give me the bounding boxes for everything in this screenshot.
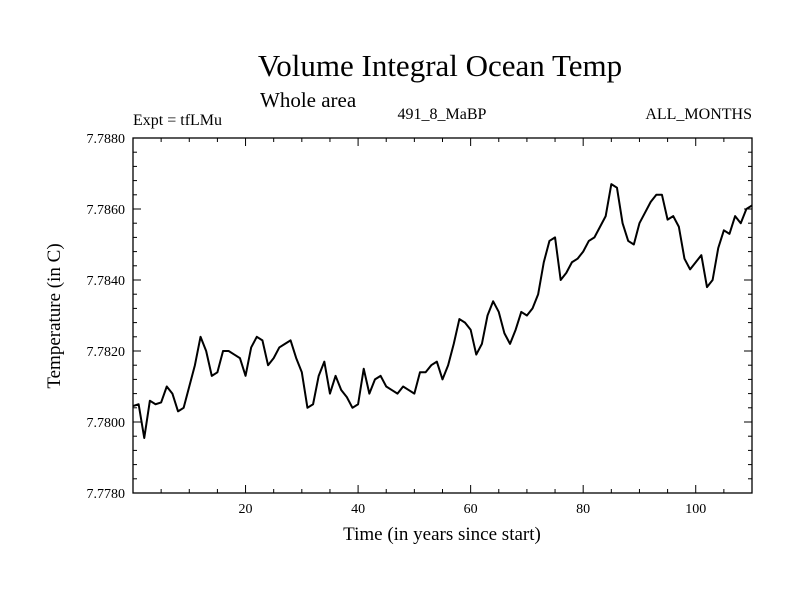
y-axis: 7.7780 7.7800 7.7820 7.7840 7.7860 7.7880 xyxy=(87,132,752,502)
y-axis-label: Temperature (in C) xyxy=(44,243,65,388)
x-tick-label: 40 xyxy=(351,502,365,517)
months-label: ALL_MONTHS xyxy=(645,106,752,123)
chart-subtitle: Whole area xyxy=(260,88,357,112)
chart-title: Volume Integral Ocean Temp xyxy=(257,48,623,83)
y-tick-label: 7.7840 xyxy=(87,274,126,289)
data-points xyxy=(132,183,753,439)
y-tick-label: 7.7780 xyxy=(87,487,126,502)
y-tick-label: 7.7800 xyxy=(87,416,126,431)
x-tick-label: 100 xyxy=(685,502,706,517)
run-label: 491_8_MaBP xyxy=(397,106,487,123)
y-tick-label: 7.7860 xyxy=(87,203,126,218)
x-tick-label: 20 xyxy=(239,502,253,517)
experiment-label: Expt = tfLMu xyxy=(133,112,223,129)
y-tick-label: 7.7820 xyxy=(87,345,126,360)
x-axis-label: Time (in years since start) xyxy=(343,524,541,545)
series-line xyxy=(132,183,753,439)
y-tick-label: 7.7880 xyxy=(87,132,126,147)
x-axis: 20 40 60 80 100 xyxy=(132,138,753,517)
x-tick-label: 80 xyxy=(576,502,590,517)
plot-frame xyxy=(132,137,753,494)
x-tick-label: 60 xyxy=(464,502,478,517)
